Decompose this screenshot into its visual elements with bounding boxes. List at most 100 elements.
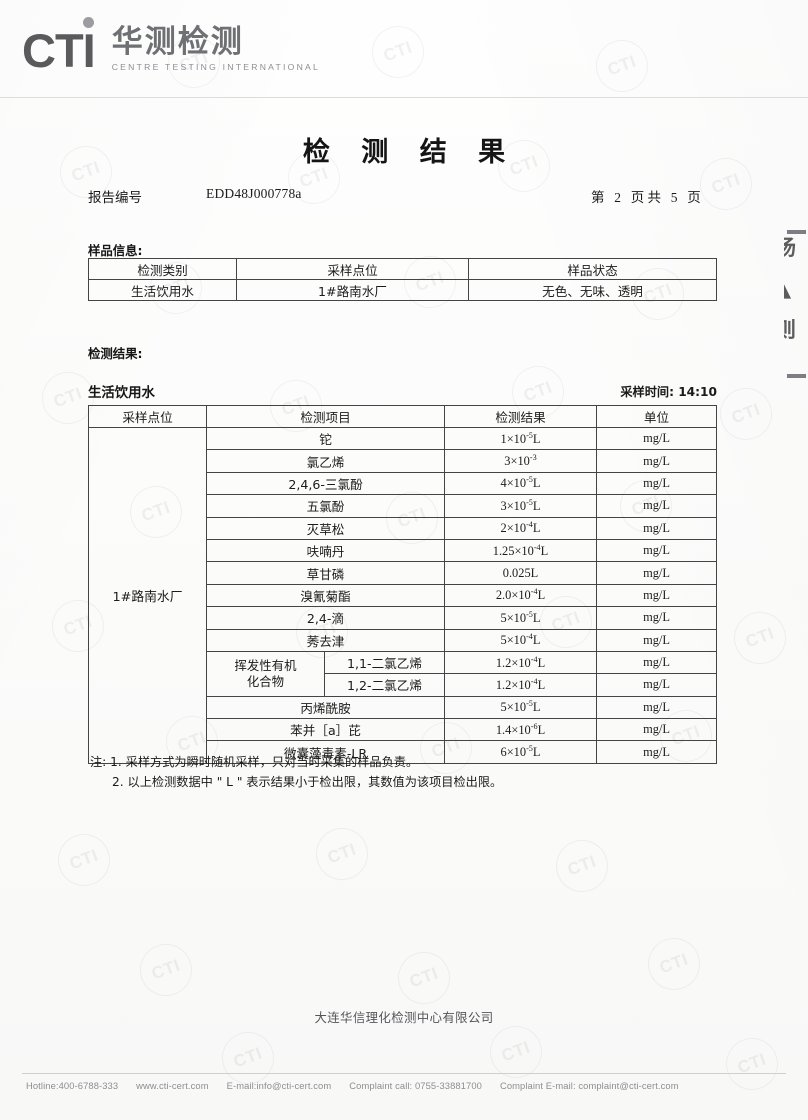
page-title: 检 测 结 果 [302,137,517,168]
cell-test-item: 2,4-滴 [206,606,445,630]
cti-watermark: CTI [50,826,118,894]
footer-contact-strip: Hotline:400-6788-333 www.cti-cert.com E-… [26,1080,786,1091]
cell-test-item: 草甘磷 [206,561,445,585]
footer-email[interactable]: E-mail:info@cti-cert.com [226,1080,332,1091]
cell-unit: mg/L [596,740,717,764]
table-row: 1#路南水厂铊 1×10-5L mg/L [88,426,717,764]
report-number-label: 报告编号 [88,190,142,205]
cell-test-result: 1.4×10-6L [444,718,597,742]
cti-letters: CTI [22,23,96,77]
footer-complaint-email[interactable]: Complaint E-mail: complaint@cti-cert.com [499,1080,679,1091]
cell-item-group-label: 挥发性有机 化合物 [206,650,325,697]
table-row: 灭草松 2×10-4L mg/L [89,516,717,540]
cti-watermark: CTI [726,604,794,672]
cell-category: 生活饮用水 [88,279,237,301]
cti-watermark: CTI [482,1018,550,1086]
column-header-unit: 单位 [596,405,717,428]
cell-test-item: 微囊藻毒素-LR [206,740,445,764]
edge-stamp-char-2: ▲ [784,269,808,310]
cell-test-item: 2,4,6-三氯酚 [206,471,445,496]
column-header-sampling-point: 采样点位 [88,405,207,428]
cell-test-result: 1.2×10-4L [444,650,597,675]
cell-unit: mg/L [596,673,717,697]
column-header-category: 检测类别 [88,258,237,280]
footer-hotline: Hotline:400-6788-333 [26,1080,119,1091]
cell-test-result: 5×10-4L [444,628,597,652]
cti-watermark: CTI [308,820,376,888]
cell-test-item: 溴氰菊酯 [206,583,445,608]
cell-test-item: 灭草松 [206,516,445,540]
table-row: 溴氰菊酯 2.0×10-4L mg/L [89,583,717,608]
cell-test-result: 1×10-5L [444,426,597,451]
cell-test-result: 5×10-5L [444,695,597,720]
cell-unit: mg/L [596,718,717,742]
cti-watermark: CTI [132,936,200,1004]
cell-unit: mg/L [596,516,717,540]
cti-dot-icon [82,16,94,28]
results-table: 采样点位 检测项目 检测结果 单位 1#路南水厂铊 1×10-5L mg/L 氯乙烯 3×10-… [88,405,717,764]
table-header-row: 采样点位 检测项目 检测结果 单位 [88,405,717,428]
table-row: 氯乙烯 3×10-3 mg/L [89,449,717,473]
table-row: 1,2-二氯乙烯 1.2×10-4L mg/L [89,673,717,697]
cell-test-item: 铊 [206,426,445,451]
column-header-condition: 样品状态 [468,258,717,280]
cell-test-item: 氯乙烯 [206,449,445,473]
cell-unit: mg/L [596,449,717,473]
cell-unit: mg/L [596,471,717,496]
results-caption: 检测结果: [88,346,143,361]
cell-test-result: 2×10-4L [444,516,597,540]
cti-watermark: CTI [712,380,780,448]
header-divider [0,97,808,98]
table-header-row: 检测类别 采样点位 样品状态 [88,258,717,280]
report-meta: 报告编号 EDD48J000778a 第 2 页共 5 页 [88,186,716,205]
note-line-1: 注: 1. 采样方式为瞬时随机采样，只对当时采集的样品负责。 [90,755,419,769]
report-number-value: EDD48J000778a [206,186,302,201]
brand-name-en: CENTRE TESTING INTERNATIONAL [111,61,321,72]
cti-wordmark: CTI [22,16,96,77]
cti-watermark: CTI [364,18,432,86]
cell-test-result: 3×10-5L [444,494,597,518]
table-row: 2,4,6-三氯酚 4×10-5L mg/L [89,471,717,496]
table-row: 微囊藻毒素-LR 6×10-5L mg/L [89,740,717,764]
cell-unit: mg/L [596,606,717,630]
footer-complaint-call: Complaint call: 0755-33881700 [349,1080,482,1091]
cell-unit: mg/L [596,695,717,720]
edge-stamp-bar-top [787,230,806,234]
brand-block: 华测检测 CENTRE TESTING INTERNATIONAL [111,24,321,73]
brand-name-cn: 华测检测 [111,24,244,60]
footer-company-name: 大连华信理化检测中心有限公司 [314,1010,494,1025]
footer-website[interactable]: www.cti-cert.com [136,1080,209,1091]
cell-location: 1#路南水厂 [236,279,469,301]
table-row: 呋喃丹 1.25×10-4L mg/L [89,538,717,563]
cell-test-item: 莠去津 [206,628,445,652]
table-row: 生活饮用水 1#路南水厂 无色、无味、透明 [88,279,717,301]
sample-info-table: 检测类别 采样点位 样品状态 生活饮用水 1#路南水厂 无色、无味、透明 [88,258,717,301]
cti-logo: CTI 华测检测 CENTRE TESTING INTERNATIONAL [22,16,321,77]
cell-test-result: 1.25×10-4L [444,538,597,563]
cell-test-item: 五氯酚 [206,494,445,518]
cti-watermark: CTI [588,32,656,100]
edge-stamp-bar-bottom [787,374,806,378]
table-row: 五氯酚 3×10-5L mg/L [89,494,717,518]
cell-test-result: 1.2×10-4L [444,673,597,697]
sample-info-caption: 样品信息: [88,243,143,258]
cell-test-result: 0.025L [444,561,597,585]
column-header-test-item: 检测项目 [206,405,445,428]
cti-watermark: CTI [390,944,458,1012]
results-subtitle: 生活饮用水 [88,386,155,401]
table-row: 莠去津 5×10-4L mg/L [89,628,717,652]
cell-test-result: 5×10-5L [444,606,597,630]
note-line-2: 2. 以上检测数据中 " L " 表示结果小于检出限，其数值为该项目检出限。 [112,774,503,789]
edge-stamp-char-3: 则 [784,317,796,342]
cell-test-item: 呋喃丹 [206,538,445,563]
notes-block: 注: 1. 采样方式为瞬时随机采样，只对当时采集的样品负责。 2. 以上检测数据… [90,753,730,793]
cti-watermark: CTI [548,832,616,900]
footer-divider [22,1073,786,1074]
cell-test-result: 2.0×10-4L [444,583,597,608]
page-indicator: 第 2 页共 5 页 [591,190,704,205]
cti-watermark: CTI [640,930,708,998]
cell-sampling-point: 1#路南水厂 [88,427,207,764]
cell-unit: mg/L [596,650,717,675]
cell-condition: 无色、无味、透明 [468,279,717,301]
table-row: 挥发性有机 化合物 1,1-二氯乙烯 1.2×10-4L mg/L [89,650,717,697]
